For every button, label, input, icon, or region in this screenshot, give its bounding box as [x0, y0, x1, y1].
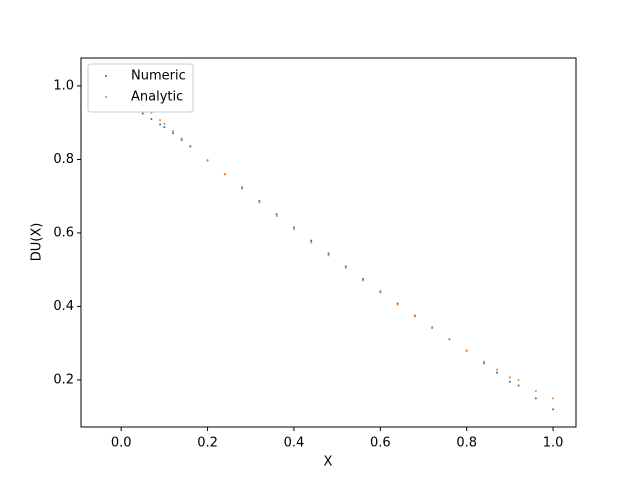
point	[327, 254, 330, 257]
legend-marker	[105, 75, 107, 77]
point	[180, 138, 183, 141]
point	[223, 173, 226, 176]
y-tick-label: 0.2	[53, 372, 74, 387]
point	[159, 119, 162, 122]
x-tick-label: 0.8	[456, 436, 477, 451]
x-tick-label: 0.4	[284, 436, 305, 451]
point	[163, 122, 166, 125]
point	[180, 137, 183, 140]
point	[482, 360, 485, 363]
point	[362, 279, 365, 282]
point	[172, 130, 175, 133]
point	[159, 123, 162, 126]
point	[310, 241, 313, 244]
plot-frame	[80, 57, 577, 428]
point	[517, 378, 520, 381]
point	[448, 338, 451, 341]
point	[534, 397, 537, 400]
point	[552, 397, 555, 400]
legend-marker	[105, 96, 107, 98]
point	[189, 144, 192, 147]
point	[327, 252, 330, 255]
y-tick-label: 0.6	[53, 225, 74, 240]
point	[344, 265, 347, 268]
point	[534, 389, 537, 392]
point	[379, 291, 382, 294]
point	[508, 380, 511, 383]
point	[163, 126, 166, 129]
point	[258, 199, 261, 202]
point	[292, 226, 295, 229]
point	[517, 384, 520, 387]
point	[292, 228, 295, 231]
y-tick-label: 0.4	[53, 299, 74, 314]
point	[482, 362, 485, 365]
x-tick-label: 0.6	[370, 436, 391, 451]
point	[413, 315, 416, 318]
point	[344, 266, 347, 269]
y-tick-label: 0.8	[53, 152, 74, 167]
x-tick-label: 0.0	[111, 436, 132, 451]
point	[172, 131, 175, 134]
point	[508, 376, 511, 379]
legend-label: Numeric	[131, 69, 186, 84]
legend-label: Analytic	[131, 90, 183, 105]
point	[495, 368, 498, 371]
point	[362, 277, 365, 280]
point	[241, 187, 244, 190]
point	[396, 303, 399, 306]
y-tick-label: 1.0	[53, 78, 74, 93]
point	[206, 159, 209, 162]
point	[258, 201, 261, 204]
point	[150, 118, 153, 121]
point	[275, 213, 278, 216]
point	[465, 349, 468, 352]
legend-box	[87, 63, 194, 113]
point	[310, 239, 313, 242]
point	[141, 112, 144, 115]
x-axis-label: X	[324, 455, 333, 470]
point	[552, 408, 555, 411]
point	[275, 215, 278, 218]
x-tick-label: 1.0	[543, 436, 564, 451]
x-tick-label: 0.2	[197, 436, 218, 451]
point	[431, 327, 434, 330]
point	[495, 371, 498, 374]
y-axis-label: DU(X)	[30, 223, 45, 262]
